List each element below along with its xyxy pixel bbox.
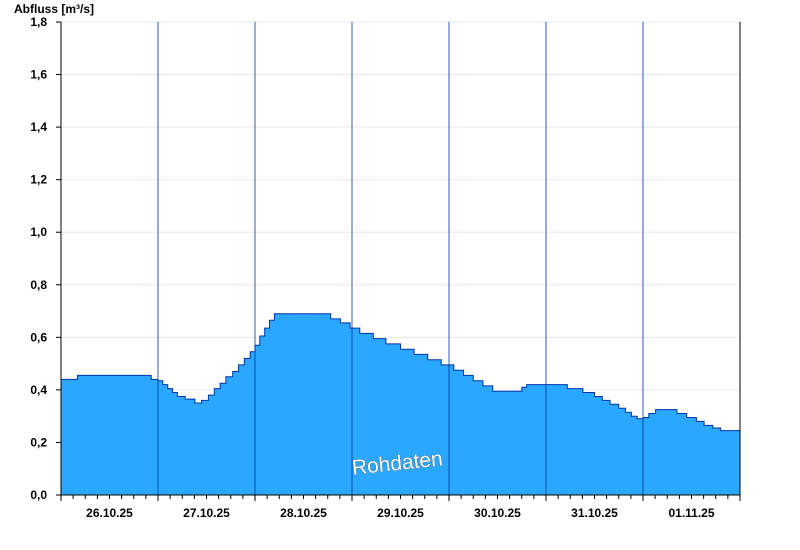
y-tick-label-8: 1,6 [30,68,47,82]
y-tick-label-6: 1,2 [30,173,47,187]
y-tick-label-9: 1,8 [30,15,47,29]
x-tick-label-0: 26.10.25 [86,506,133,520]
y-tick-label-4: 0,8 [30,278,47,292]
y-tick-labels: 0,0 0,2 0,4 0,6 0,8 1,0 1,2 1,4 1,6 1,8 [30,15,61,502]
x-tick-label-1: 27.10.25 [183,506,230,520]
y-tick-label-7: 1,4 [30,120,47,134]
grid-lines [61,21,740,443]
x-tick-label-2: 28.10.25 [280,506,327,520]
y-tick-label-1: 0,2 [30,435,47,449]
y-tick-label-3: 0,6 [30,330,47,344]
day-separator-lines [157,22,644,495]
x-tick-labels: 26.10.25 27.10.25 28.10.25 29.10.25 30.10.25… [60,495,741,520]
y-tick-label-0: 0,0 [30,488,47,502]
y-axis-title: Abfluss [m³/s] [14,2,94,16]
x-tick-label-5: 31.10.25 [571,506,618,520]
y-tick-label-5: 1,0 [30,225,47,239]
discharge-area [61,313,740,495]
y-tick-label-2: 0,4 [30,383,47,397]
x-tick-label-6: 01.11.25 [668,506,714,520]
x-tick-label-3: 29.10.25 [377,506,424,520]
x-tick-label-4: 30.10.25 [474,506,521,520]
